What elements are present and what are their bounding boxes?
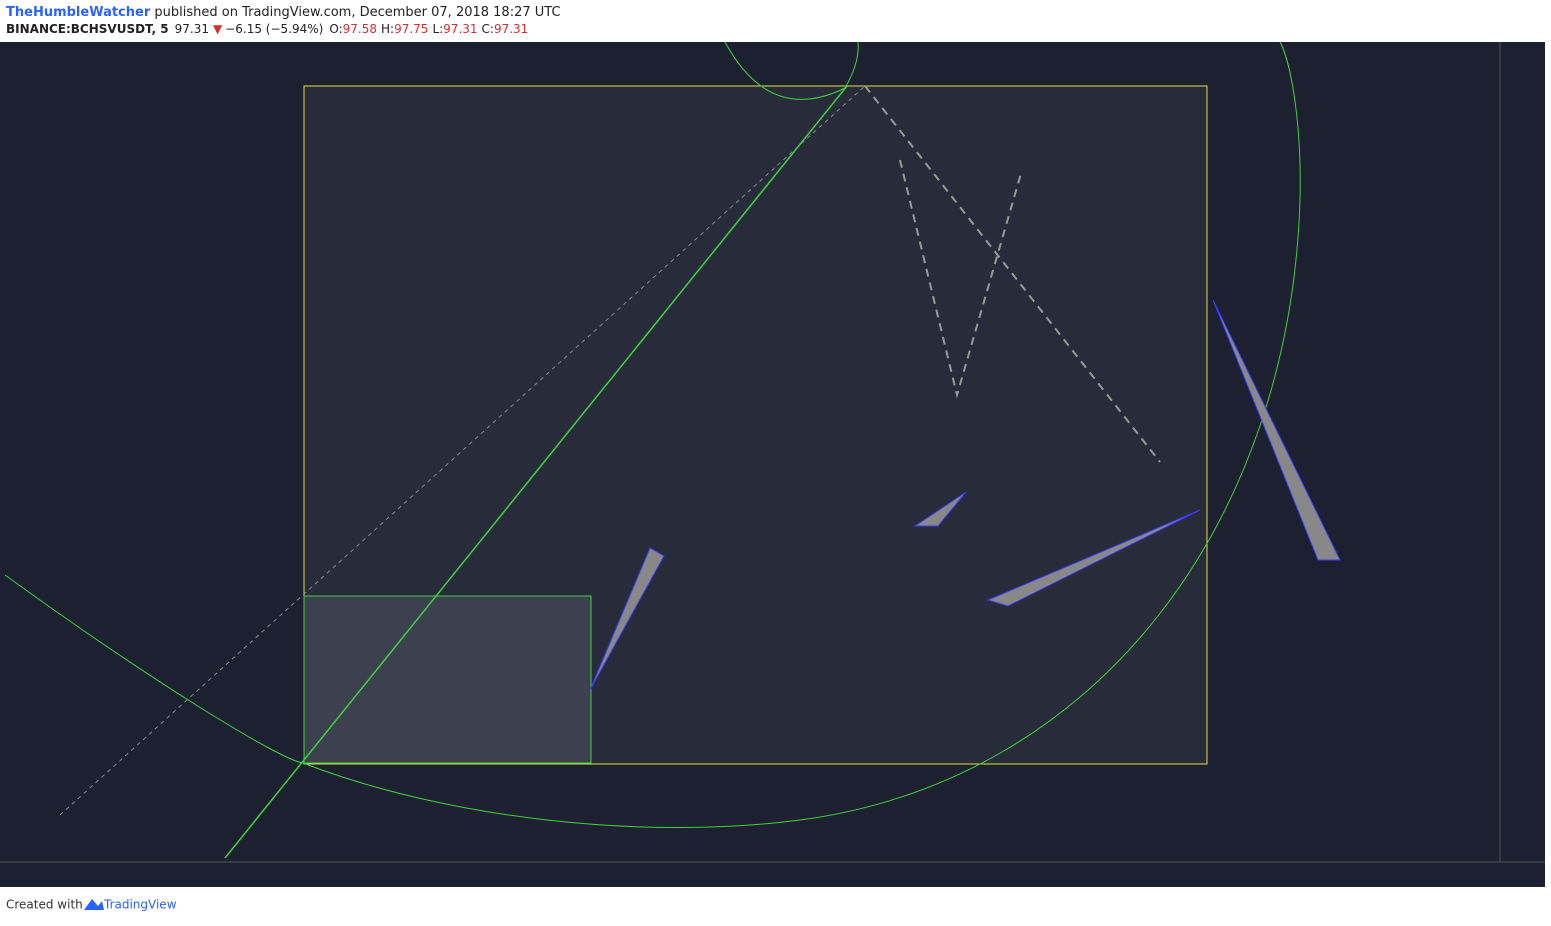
callout-tail [1212,299,1341,561]
callout-tail [913,491,967,527]
publish-line: TheHumbleWatcher published on TradingVie… [6,5,561,20]
change: −6.15 (−5.94%) [225,22,323,36]
h-val: 97.75 [394,22,428,36]
dashed-wave [864,85,1161,463]
l-val: 97.31 [443,22,477,36]
footer-brand[interactable]: TradingView [103,898,177,912]
dashed-line [59,85,866,816]
h-key: H: [381,22,394,36]
trend-line [224,85,848,859]
c-val: 97.31 [494,22,528,36]
callout-tail [986,509,1201,607]
footer-created: Created with [6,898,83,912]
o-val: 97.58 [343,22,377,36]
brand-logo [84,899,104,910]
c-key: C: [482,22,494,36]
author[interactable]: TheHumbleWatcher [6,5,151,20]
dashed-wave [899,159,1023,399]
symbol-line: BINANCE:BCHSVUSDT, 5 97.31 ▼ −6.15 (−5.94%)… [6,22,528,36]
published: published on TradingView.com, December 0… [150,5,560,20]
callout-tail [589,547,665,691]
l-key: L: [432,22,443,36]
o-key: O: [329,22,342,36]
fib-circle [4,41,1301,829]
last: 97.31 [175,22,209,36]
inner-box [303,595,592,764]
down-arrow: ▼ [213,22,223,36]
fib-circle-small [724,41,859,100]
symbol: BINANCE:BCHSVUSDT, 5 [6,22,169,36]
